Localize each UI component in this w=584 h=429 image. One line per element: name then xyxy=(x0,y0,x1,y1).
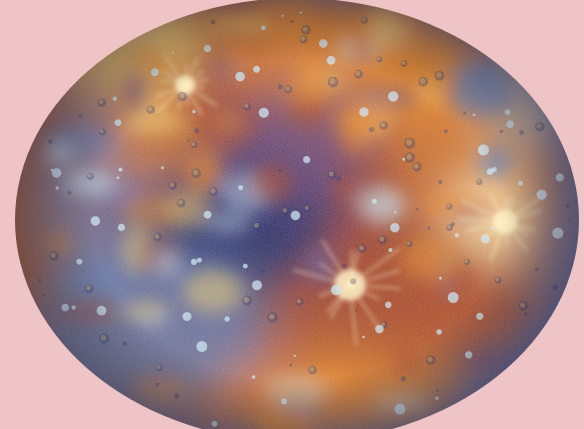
photo-scene xyxy=(0,0,584,429)
planet-artwork xyxy=(0,0,584,429)
